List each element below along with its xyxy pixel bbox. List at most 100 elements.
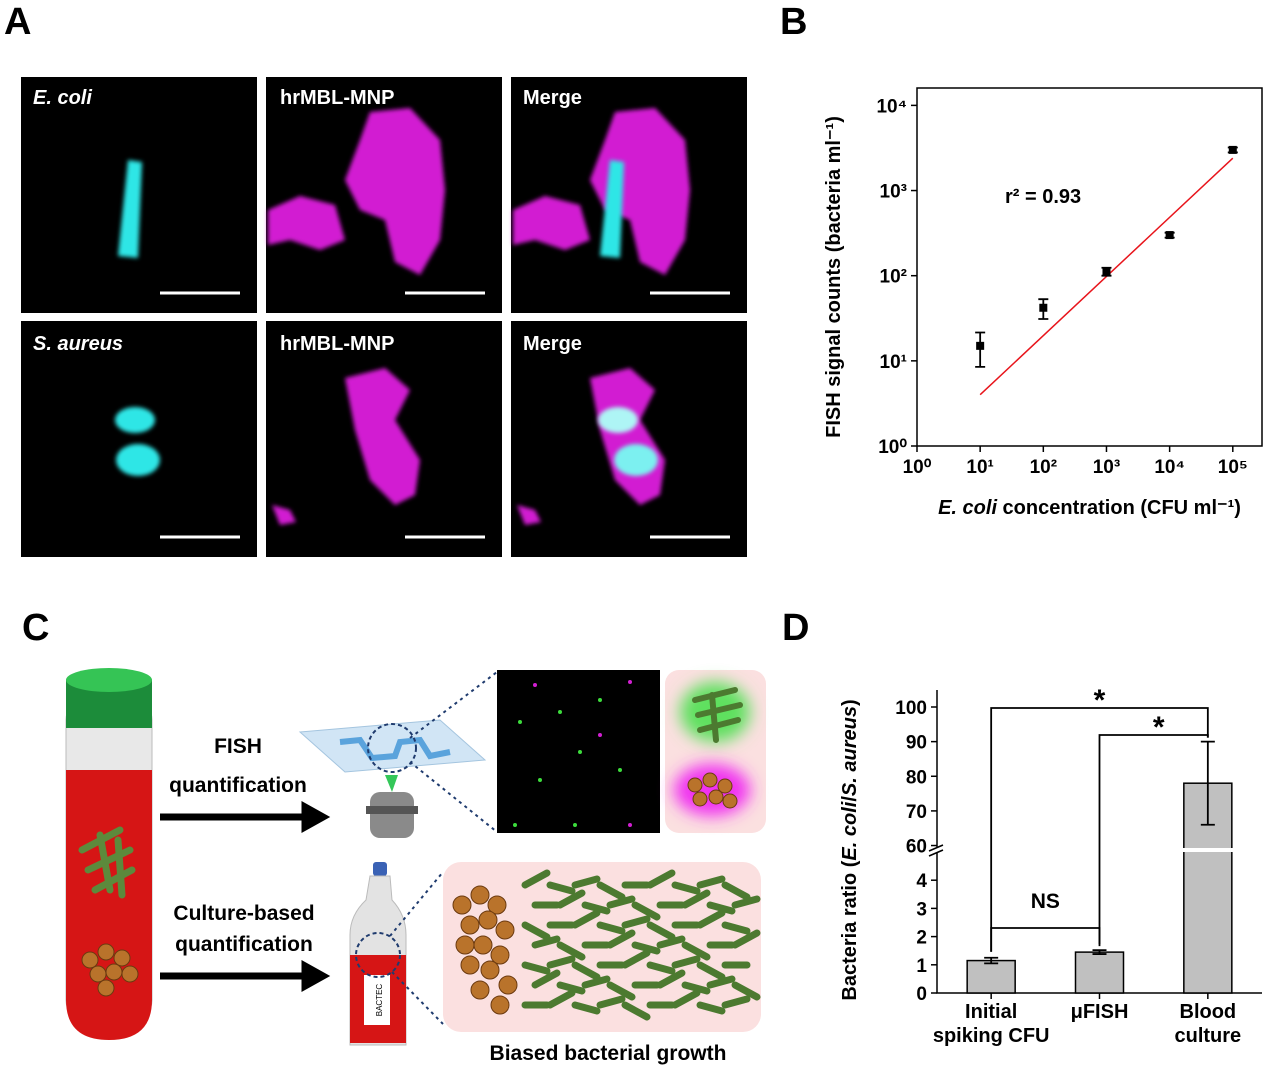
plot-frame xyxy=(916,87,1263,447)
beam xyxy=(385,775,398,792)
cyan-signal xyxy=(614,444,658,476)
x-tick-label-line: culture xyxy=(1174,1025,1241,1047)
y-tick-label: 70 xyxy=(906,802,927,823)
cyan-signal xyxy=(115,407,155,433)
image-label: Merge xyxy=(523,87,582,109)
y-tick-label: 10² xyxy=(880,267,907,288)
x-tick-label: 10⁵ xyxy=(1218,457,1248,478)
x-tick-label: 10³ xyxy=(1093,457,1120,478)
diagram-label: FISH quantification xyxy=(169,735,307,797)
y-tick-label: 90 xyxy=(906,733,927,754)
error-bar xyxy=(1200,740,1215,826)
image-label: E. coli xyxy=(33,87,92,109)
cyan-signal xyxy=(118,160,142,258)
x-tick-label-line: μFISH xyxy=(1071,1001,1129,1023)
y-tick-label: 100 xyxy=(895,698,927,719)
y-tick-label: 1 xyxy=(916,956,927,977)
y-axis-label-part: ) xyxy=(839,699,861,706)
zoom-ring xyxy=(355,932,401,978)
data-point xyxy=(976,341,985,350)
x-axis-label-part: concentration (CFU ml⁻¹) xyxy=(997,497,1241,519)
cocci xyxy=(81,943,139,997)
panel-label: A xyxy=(4,1,31,43)
objective xyxy=(366,806,418,814)
significance-bracket xyxy=(990,707,1209,952)
y-tick-label: 10⁰ xyxy=(878,437,907,458)
x-axis-label: E. coli concentration (CFU ml⁻¹) xyxy=(938,497,1241,519)
x-axis-label-part: E. coli xyxy=(938,497,997,519)
micrograph-grid: E. coli hrMBL-MNP Merge S. aureus hrMBL-… xyxy=(21,77,747,557)
axis-break-mark xyxy=(928,844,944,857)
x-tick-label: Blood culture xyxy=(1174,1001,1241,1047)
y-axis-label: Bacteria ratio (E. coli/S. aureus) xyxy=(839,699,861,1000)
chart: B 10⁰ 10¹ 10² 10³ 10⁴ 10⁵ 10⁰ 10¹ 10² 10³ 10⁴ E. co… xyxy=(780,1,1263,519)
cyan-signal xyxy=(598,407,638,433)
y-tick-label: 10¹ xyxy=(880,352,907,373)
rods xyxy=(521,869,761,1021)
arrow xyxy=(160,960,331,992)
objective xyxy=(370,792,414,838)
y-tick-label: 0 xyxy=(916,984,927,1005)
cyan-signal xyxy=(116,444,160,476)
significance-label: NS xyxy=(1031,890,1060,913)
cocci xyxy=(687,772,738,809)
diagram-label: Culture-based quantification xyxy=(173,902,314,956)
diagram-label: Biased bacterial growth xyxy=(490,1042,727,1065)
x-tick-label: 10⁰ xyxy=(903,457,932,478)
bar xyxy=(1074,951,1125,994)
data-point xyxy=(1102,267,1111,276)
x-tick-label-line: Initial xyxy=(965,1001,1017,1023)
y-axis-label-part: E. coli xyxy=(839,801,861,860)
tube-cap-top xyxy=(66,668,152,692)
error-bar xyxy=(984,956,999,965)
error-bar xyxy=(1092,949,1107,955)
y-tick-label: 10⁴ xyxy=(876,96,907,117)
annotation: r² = 0.93 xyxy=(1005,186,1081,208)
y-axis-label-part: / xyxy=(839,796,861,802)
green-dots xyxy=(513,698,622,827)
zoom-line xyxy=(409,761,498,833)
scale-bars xyxy=(160,291,730,539)
data-point xyxy=(1228,145,1237,154)
bar-break xyxy=(1181,848,1234,852)
panel-label: D xyxy=(782,607,809,649)
y-tick-label: 2 xyxy=(916,928,927,949)
data-point xyxy=(1039,303,1048,312)
x-tick-label: 10² xyxy=(1030,457,1057,478)
image-label: hrMBL-MNP xyxy=(280,333,394,355)
bottle-label xyxy=(364,975,390,1025)
image-label: Merge xyxy=(523,333,582,355)
axis-break-gap xyxy=(929,847,945,853)
blood xyxy=(66,770,152,1040)
x-tick-label-line: spiking CFU xyxy=(933,1025,1050,1047)
y-tick-label: 60 xyxy=(906,837,927,858)
magenta-dots xyxy=(533,680,632,827)
rods xyxy=(78,826,136,899)
x-tick-label-line: Blood xyxy=(1180,1001,1237,1023)
data-point xyxy=(1165,231,1174,240)
y-axis-label-part: S. aureus xyxy=(839,706,861,796)
cocci xyxy=(452,885,518,1015)
significance-bracket xyxy=(990,927,1101,952)
channel xyxy=(339,736,451,762)
significance-label: * xyxy=(1094,684,1106,717)
y-tick-label: 4 xyxy=(916,871,927,892)
y-axis-label-part: Bacteria ratio ( xyxy=(839,860,861,1000)
panel-label: B xyxy=(780,1,807,43)
micrograph xyxy=(21,321,257,557)
diagram: FISH quantification Culture-based quantifi… xyxy=(65,668,766,1065)
zoom-ring xyxy=(367,723,417,773)
y-tick-label: 80 xyxy=(906,767,927,788)
image-label: S. aureus xyxy=(33,333,123,355)
x-tick-label: 10⁴ xyxy=(1154,457,1185,478)
rods xyxy=(692,687,743,743)
panel-label: C xyxy=(22,607,49,649)
y-tick-label: 3 xyxy=(916,899,927,920)
x-tick-label: Initial spiking CFU xyxy=(933,1001,1050,1047)
x-tick-label: μFISH xyxy=(1071,1001,1129,1023)
zoom-line xyxy=(391,971,444,1025)
image-label: hrMBL-MNP xyxy=(280,87,394,109)
y-axis-label: FISH signal counts (bacteria ml⁻¹) xyxy=(823,116,845,438)
bar xyxy=(966,959,1016,994)
